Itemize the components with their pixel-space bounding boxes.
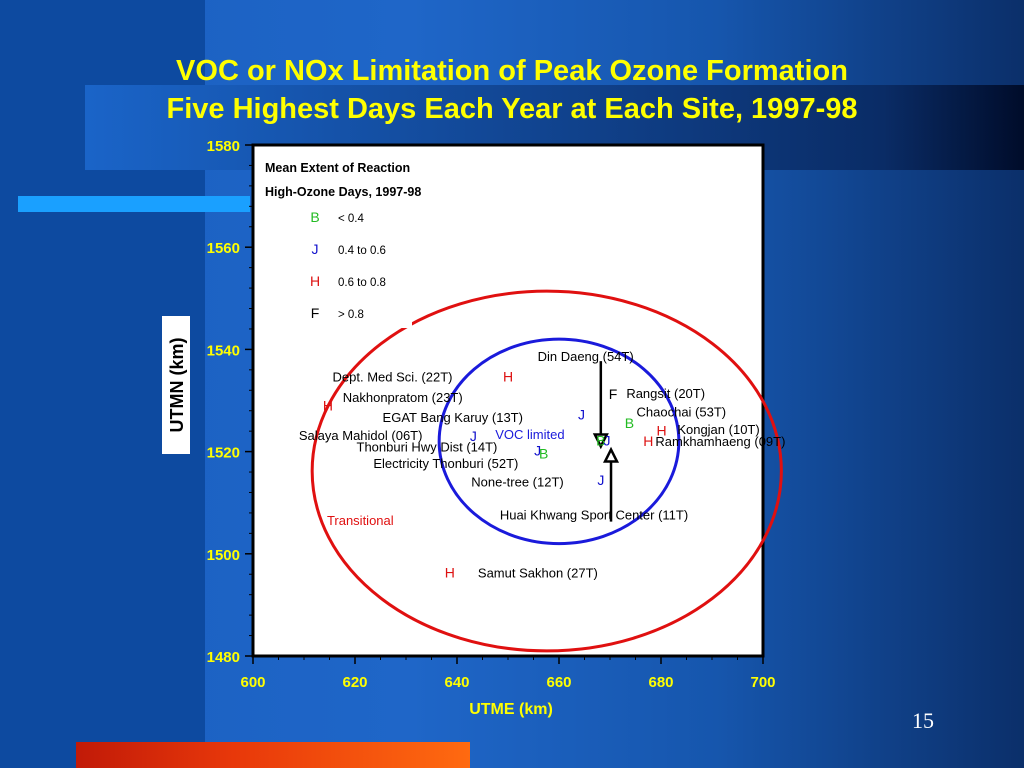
y-axis-label-box — [162, 316, 190, 454]
site-label: Din Daeng (54T) — [538, 349, 634, 364]
legend-box — [256, 148, 412, 328]
data-point-J: J — [578, 406, 585, 422]
site-label: Salaya Mahidol (06T) — [299, 428, 423, 443]
arrow-head — [592, 433, 609, 450]
x-axis-label: UTME (km) — [469, 701, 553, 718]
region-boundary — [437, 337, 681, 546]
y-tick-label: 1500 — [207, 547, 240, 564]
data-point-H: H — [503, 368, 513, 384]
site-label: Samut Sakhon (27T) — [478, 566, 598, 581]
legend: Mean Extent of Reaction High-Ozone Days,… — [256, 148, 421, 328]
legend-label: 0.4 to 0.6 — [338, 245, 386, 257]
data-point-H: H — [323, 398, 333, 414]
y-tick-label: 1520 — [207, 445, 240, 462]
data-point-H: H — [656, 423, 666, 439]
axes: 600 620 640 660 680 700 1480 1500 1520 1540 1560 15… — [207, 138, 776, 691]
legend-symbol: H — [310, 273, 320, 289]
x-tick-label: 700 — [750, 674, 775, 691]
site-label: None-tree (12T) — [471, 475, 563, 490]
site-labels: Din Daeng (54T) Dept. Med Sci. (22T) Rangs… — [299, 349, 786, 581]
site-label: Kongjan (10T) — [677, 422, 759, 437]
regions: VOC limited Transitional — [310, 289, 783, 653]
arrows — [592, 361, 620, 522]
data-point-B: B — [625, 415, 634, 431]
region-boundary — [310, 289, 783, 653]
data-point-H: H — [445, 565, 455, 581]
y-tick-label: 1480 — [207, 649, 240, 666]
site-label: Nakhonpratom (23T) — [343, 390, 463, 405]
legend-label: 0.6 to 0.8 — [338, 277, 386, 289]
x-tick-label: 640 — [444, 674, 469, 691]
page-number: 15 — [912, 708, 934, 733]
legend-title-line2: High-Ozone Days, 1997-98 — [265, 185, 421, 199]
y-tick-label: 1540 — [207, 342, 240, 359]
site-label: Rangsit (20T) — [626, 386, 705, 401]
x-tick-label: 620 — [342, 674, 367, 691]
data-point-F: F — [609, 386, 618, 402]
background-stripe — [18, 196, 250, 212]
x-tick-label: 680 — [648, 674, 673, 691]
data-point-B: B — [539, 446, 548, 462]
region-label: VOC limited — [495, 427, 564, 442]
site-label: Chaochai (53T) — [637, 405, 727, 420]
region-label: Transitional — [327, 513, 394, 528]
legend-symbol: F — [311, 305, 320, 321]
data-point-J: J — [534, 443, 541, 459]
slide-title-line2: Five Highest Days Each Year at Each Site… — [166, 93, 858, 125]
decorative-bottom-bar — [76, 742, 470, 768]
arrow-head — [602, 446, 620, 463]
legend-title-line1: Mean Extent of Reaction — [265, 161, 410, 175]
data-point-B: B — [596, 432, 605, 448]
y-tick-label: 1580 — [207, 138, 240, 155]
x-tick-label: 660 — [546, 674, 571, 691]
site-label: Ramkhamhaeng (09T) — [655, 434, 785, 449]
slide-title-line1: VOC or NOx Limitation of Peak Ozone Form… — [176, 55, 848, 87]
legend-label: > 0.8 — [338, 309, 364, 321]
y-tick-label: 1560 — [207, 240, 240, 257]
site-label: EGAT Bang Karuy (13T) — [383, 410, 523, 425]
site-label: Electricity Thonburi (52T) — [373, 456, 518, 471]
data-point-H: H — [643, 433, 653, 449]
legend-label: < 0.4 — [338, 213, 365, 225]
legend-symbol: J — [312, 241, 319, 257]
site-label: Huai Khwang Sport Center (11T) — [500, 507, 688, 522]
x-tick-label: 600 — [240, 674, 265, 691]
site-label: Thonburi Hwy Dist (14T) — [357, 439, 498, 454]
legend-symbol: B — [310, 209, 319, 225]
data-point-J: J — [597, 472, 604, 488]
site-label: Dept. Med Sci. (22T) — [333, 369, 453, 384]
y-axis-label: UTMN (km) — [167, 338, 187, 433]
data-point-J: J — [470, 428, 477, 444]
data-point-J: J — [603, 432, 610, 448]
